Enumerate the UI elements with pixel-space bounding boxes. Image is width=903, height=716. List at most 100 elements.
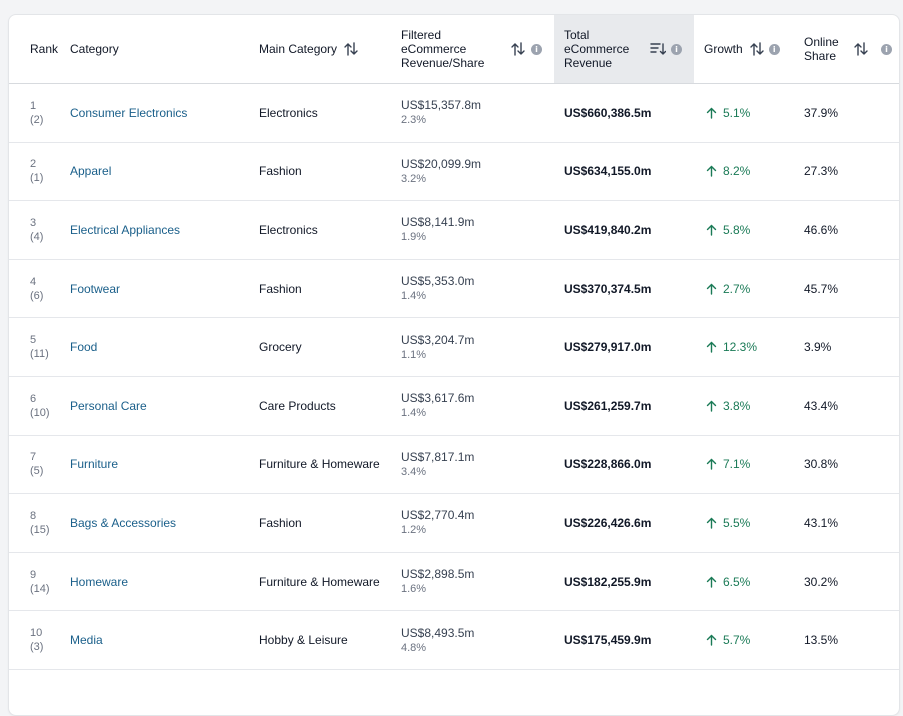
- rank-cell: 9 (14): [9, 552, 70, 611]
- total-revenue-column-header[interactable]: Total eCommerce Revenue i: [554, 15, 694, 84]
- previous-rank: (15): [30, 523, 50, 536]
- sort-descending-icon[interactable]: [650, 41, 666, 57]
- growth-value: 5.8%: [723, 222, 751, 237]
- online-share-value: 27.3%: [804, 164, 839, 179]
- filtered-share-value: 2.3%: [401, 114, 427, 127]
- category-link[interactable]: Media: [70, 633, 103, 648]
- online-share-cell: 43.1%: [795, 494, 899, 553]
- online-share-cell: 30.8%: [795, 435, 899, 494]
- category-link[interactable]: Furniture: [70, 457, 119, 472]
- main-category-cell: Electronics: [259, 201, 401, 260]
- main-category-cell: Furniture & Homeware: [259, 435, 401, 494]
- filtered-revenue-value: US$8,141.9m: [401, 215, 475, 230]
- main-category-cell: Fashion: [259, 142, 401, 201]
- total-revenue-value: US$226,426.6m: [564, 515, 652, 530]
- category-link[interactable]: Electrical Appliances: [70, 222, 181, 237]
- total-revenue-value: US$182,255.9m: [564, 574, 652, 589]
- growth-cell: 5.8%: [694, 201, 795, 260]
- rank-cell: 1 (2): [9, 84, 70, 143]
- info-icon[interactable]: i: [881, 43, 892, 55]
- filtered-revenue-cell: US$8,141.9m 1.9%: [401, 201, 554, 260]
- info-icon[interactable]: i: [671, 43, 682, 55]
- filtered-revenue-cell: US$20,099.9m 3.2%: [401, 142, 554, 201]
- filtered-share-value: 3.2%: [401, 172, 427, 185]
- category-cell: Footwear: [70, 259, 259, 318]
- filtered-revenue-value: US$15,357.8m: [401, 98, 482, 113]
- total-revenue-value: US$370,374.5m: [564, 281, 652, 296]
- filtered-revenue-value: US$2,898.5m: [401, 567, 475, 582]
- category-link[interactable]: Homeware: [70, 574, 129, 589]
- sort-arrows-icon[interactable]: [510, 41, 526, 57]
- category-cell: Furniture: [70, 435, 259, 494]
- online-share-value: 45.7%: [804, 281, 839, 296]
- info-icon[interactable]: i: [531, 43, 542, 55]
- filtered-revenue-cell: US$8,493.5m 4.8%: [401, 611, 554, 670]
- filtered-header-line2: eCommerce: [401, 42, 467, 56]
- online-share-value: 46.6%: [804, 222, 839, 237]
- main-category-value: Fashion: [259, 164, 302, 179]
- filtered-revenue-cell: US$2,770.4m 1.2%: [401, 494, 554, 553]
- rank-column-header: Rank: [9, 15, 70, 84]
- rank-number: 7: [30, 451, 37, 464]
- growth-cell: 8.2%: [694, 142, 795, 201]
- growth-column-header[interactable]: Growth i: [694, 15, 795, 84]
- total-revenue-cell: US$660,386.5m: [554, 84, 694, 143]
- table-row: 4 (6) Footwear Fashion US$5,353.0m 1.4% …: [9, 259, 899, 318]
- table-row: 3 (4) Electrical Appliances Electronics …: [9, 201, 899, 260]
- previous-rank: (10): [30, 406, 50, 419]
- total-revenue-cell: US$175,459.9m: [554, 611, 694, 670]
- arrow-up-icon: [706, 224, 723, 236]
- growth-value: 8.2%: [723, 164, 751, 179]
- category-link[interactable]: Footwear: [70, 281, 121, 296]
- category-header-label: Category: [70, 42, 119, 56]
- sort-arrows-icon[interactable]: [343, 41, 359, 57]
- filtered-revenue-value: US$3,617.6m: [401, 391, 475, 406]
- main-category-value: Furniture & Homeware: [259, 574, 380, 589]
- filtered-header-line3: Revenue/Share: [401, 56, 485, 70]
- rank-number: 5: [30, 334, 37, 347]
- filtered-share-value: 1.1%: [401, 348, 427, 361]
- total-revenue-cell: US$279,917.0m: [554, 318, 694, 377]
- filtered-share-value: 4.8%: [401, 641, 427, 654]
- category-link[interactable]: Personal Care: [70, 398, 147, 413]
- table-row: 5 (11) Food Grocery US$3,204.7m 1.1% US$…: [9, 318, 899, 377]
- filtered-share-value: 1.2%: [401, 524, 427, 537]
- filtered-revenue-column-header[interactable]: Filtered eCommerce Revenue/Share i: [401, 15, 554, 84]
- rank-cell: 8 (15): [9, 494, 70, 553]
- previous-rank: (3): [30, 641, 44, 654]
- table-row: 6 (10) Personal Care Care Products US$3,…: [9, 376, 899, 436]
- main-category-column-header[interactable]: Main Category: [259, 15, 401, 84]
- filtered-revenue-value: US$7,817.1m: [401, 449, 475, 464]
- main-category-cell: Care Products: [259, 376, 401, 435]
- growth-value: 2.7%: [723, 281, 751, 296]
- category-link[interactable]: Apparel: [70, 164, 112, 179]
- previous-rank: (2): [30, 113, 44, 126]
- category-link[interactable]: Bags & Accessories: [70, 515, 177, 530]
- online-header-line2: Share: [804, 49, 837, 63]
- category-link[interactable]: Food: [70, 340, 98, 355]
- total-header-line2: eCommerce: [564, 42, 630, 56]
- table-row: 10 (3) Media Hobby & Leisure US$8,493.5m…: [9, 611, 899, 670]
- main-category-value: Care Products: [259, 398, 336, 413]
- filtered-share-value: 1.6%: [401, 583, 427, 596]
- growth-value: 6.5%: [723, 574, 751, 589]
- online-header-line1: Online: [804, 35, 839, 49]
- info-icon[interactable]: i: [768, 43, 780, 55]
- sort-arrows-icon[interactable]: [853, 41, 869, 57]
- table-row: 1 (2) Consumer Electronics Electronics U…: [9, 84, 899, 143]
- online-share-column-header[interactable]: Online Share i: [795, 15, 899, 84]
- growth-value: 5.7%: [723, 633, 751, 648]
- growth-value: 12.3%: [723, 340, 758, 355]
- main-category-value: Fashion: [259, 281, 302, 296]
- category-link[interactable]: Consumer Electronics: [70, 105, 188, 120]
- sort-arrows-icon[interactable]: [749, 41, 765, 57]
- category-cell: Consumer Electronics: [70, 84, 259, 143]
- rank-number: 6: [30, 392, 37, 405]
- total-revenue-cell: US$419,840.2m: [554, 201, 694, 260]
- main-category-cell: Furniture & Homeware: [259, 552, 401, 611]
- total-revenue-cell: US$226,426.6m: [554, 494, 694, 553]
- online-share-cell: 13.5%: [795, 611, 899, 670]
- filtered-revenue-cell: US$5,353.0m 1.4%: [401, 259, 554, 318]
- growth-cell: 5.5%: [694, 494, 795, 553]
- main-category-cell: Hobby & Leisure: [259, 611, 401, 670]
